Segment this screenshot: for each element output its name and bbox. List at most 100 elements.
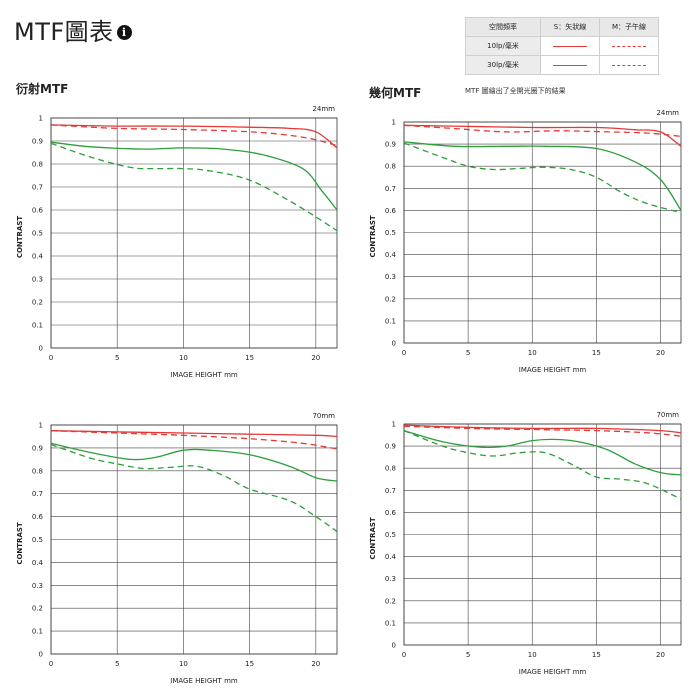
y-tick-label: 0.5: [32, 536, 43, 544]
plot-frame: [50, 117, 338, 349]
x-tick-label: 5: [115, 660, 119, 668]
x-tick-label: 0: [49, 354, 53, 362]
y-tick-label: 0.2: [32, 299, 43, 307]
y-tick-label: 0.8: [32, 467, 43, 475]
section-geometric: 幾何MTF: [369, 86, 422, 100]
chart-title: 24mm: [656, 109, 679, 117]
series-30lp-meridional: [403, 429, 682, 500]
series-10lp-sagittal: [50, 430, 338, 438]
x-tick-label: 5: [115, 354, 119, 362]
chart-geometric-70mm: 00.10.20.30.40.50.60.70.80.910 5 10 15 2070m…: [369, 411, 682, 676]
y-tick-label: 0.3: [385, 575, 396, 583]
y-tick-label: 0.2: [385, 597, 396, 605]
legend-swatch-30lp-m: [599, 55, 659, 75]
y-tick-label: 0: [39, 651, 43, 659]
x-tick-label: 0: [402, 349, 406, 357]
info-icon[interactable]: i: [116, 25, 132, 40]
chart-diffraction-24mm: 00.10.20.30.40.50.60.70.80.910 5 10 15 2024m…: [16, 105, 338, 379]
note-text: MTF 圖繪出了全開光圈下的結果: [465, 87, 566, 95]
plot-frame: [403, 423, 682, 646]
y-tick-label: 0.7: [32, 184, 43, 192]
x-tick-label: 20: [656, 349, 665, 357]
legend-swatch-30lp-s: [540, 55, 600, 75]
y-tick-label: 0.8: [32, 161, 43, 169]
series-10lp-meridional: [403, 425, 682, 437]
x-axis-label: IMAGE HEIGHT mm: [519, 668, 587, 676]
legend-header-freq: 空間頻率: [465, 17, 541, 37]
y-tick-label: 0.4: [385, 553, 397, 561]
x-tick-label: 10: [528, 651, 537, 659]
y-tick-label: 0.1: [32, 322, 43, 330]
x-tick-label: 0: [402, 651, 406, 659]
y-tick-label: 0.5: [385, 229, 396, 237]
series-10lp-meridional: [50, 124, 338, 147]
y-tick-label: 1: [39, 422, 43, 430]
y-tick-label: 0.2: [385, 295, 396, 303]
y-axis-label: CONTRAST: [369, 517, 377, 560]
y-tick-label: 0.4: [32, 559, 44, 567]
y-tick-label: 0.6: [385, 509, 397, 517]
y-tick-label: 0.4: [32, 253, 44, 261]
y-tick-label: 0.4: [385, 251, 397, 259]
y-tick-label: 0.3: [385, 273, 396, 281]
y-tick-label: 0: [392, 340, 396, 348]
x-tick-label: 20: [311, 660, 320, 668]
y-tick-label: 0.7: [385, 487, 396, 495]
y-tick-label: 0.5: [32, 230, 43, 238]
y-tick-label: 0.6: [32, 207, 44, 215]
legend-label-30lp: 30lp/毫米: [465, 55, 541, 75]
y-tick-label: 0.3: [32, 276, 43, 284]
plot-frame: [50, 424, 338, 655]
chart-geometric-24mm: 00.10.20.30.40.50.60.70.80.910 5 10 15 2024m…: [369, 109, 682, 374]
x-tick-label: 20: [656, 651, 665, 659]
x-axis-label: IMAGE HEIGHT mm: [519, 366, 587, 374]
series-30lp-sagittal: [50, 442, 338, 482]
y-axis-label: CONTRAST: [16, 522, 24, 565]
y-tick-label: 0.9: [32, 138, 43, 146]
series-30lp-sagittal: [403, 429, 682, 476]
legend-row-10lp: 10lp/毫米: [465, 36, 659, 56]
y-tick-label: 0.5: [385, 531, 396, 539]
x-tick-label: 5: [466, 349, 470, 357]
y-tick-label: 0.1: [385, 619, 396, 627]
y-tick-label: 0.9: [385, 443, 396, 451]
x-tick-label: 15: [592, 651, 601, 659]
series-30lp-meridional: [403, 142, 682, 214]
chart-title: 24mm: [312, 105, 335, 113]
y-tick-label: 0: [392, 642, 396, 650]
y-tick-label: 0.9: [32, 444, 43, 452]
series-10lp-sagittal: [403, 424, 682, 434]
y-tick-label: 0.8: [385, 465, 396, 473]
y-tick-label: 0.7: [385, 185, 396, 193]
legend-table: 空間頻率 S：矢狀線 M：子午線 10lp/毫米 30lp/毫米: [465, 17, 659, 75]
y-tick-label: 0.1: [32, 628, 43, 636]
y-axis-label: CONTRAST: [369, 215, 377, 258]
y-tick-label: 0.3: [32, 582, 43, 590]
x-tick-label: 15: [592, 349, 601, 357]
y-tick-label: 0.9: [385, 141, 396, 149]
legend-label-10lp: 10lp/毫米: [465, 36, 541, 56]
chart-diffraction-70mm: 00.10.20.30.40.50.60.70.80.910 5 10 15 2070m…: [16, 412, 338, 685]
section-diffraction: 衍射MTF: [16, 82, 69, 96]
series-30lp-meridional: [50, 443, 338, 533]
series-10lp-meridional: [50, 430, 338, 450]
series-30lp-sagittal: [50, 141, 338, 211]
x-tick-label: 10: [179, 660, 188, 668]
y-tick-label: 0.7: [32, 490, 43, 498]
y-tick-label: 0: [39, 345, 43, 353]
y-tick-label: 1: [392, 119, 396, 127]
series-10lp-sagittal: [403, 124, 682, 147]
y-tick-label: 0.6: [385, 207, 397, 215]
series-30lp-meridional: [50, 142, 338, 232]
y-tick-label: 0.8: [385, 163, 396, 171]
y-tick-label: 1: [39, 115, 43, 123]
x-tick-label: 5: [466, 651, 470, 659]
x-tick-label: 10: [528, 349, 537, 357]
y-axis-label: CONTRAST: [16, 216, 24, 259]
y-tick-label: 0.6: [32, 513, 44, 521]
chart-title: 70mm: [656, 411, 679, 419]
series-30lp-sagittal: [403, 141, 682, 211]
x-tick-label: 0: [49, 660, 53, 668]
x-tick-label: 15: [245, 660, 254, 668]
